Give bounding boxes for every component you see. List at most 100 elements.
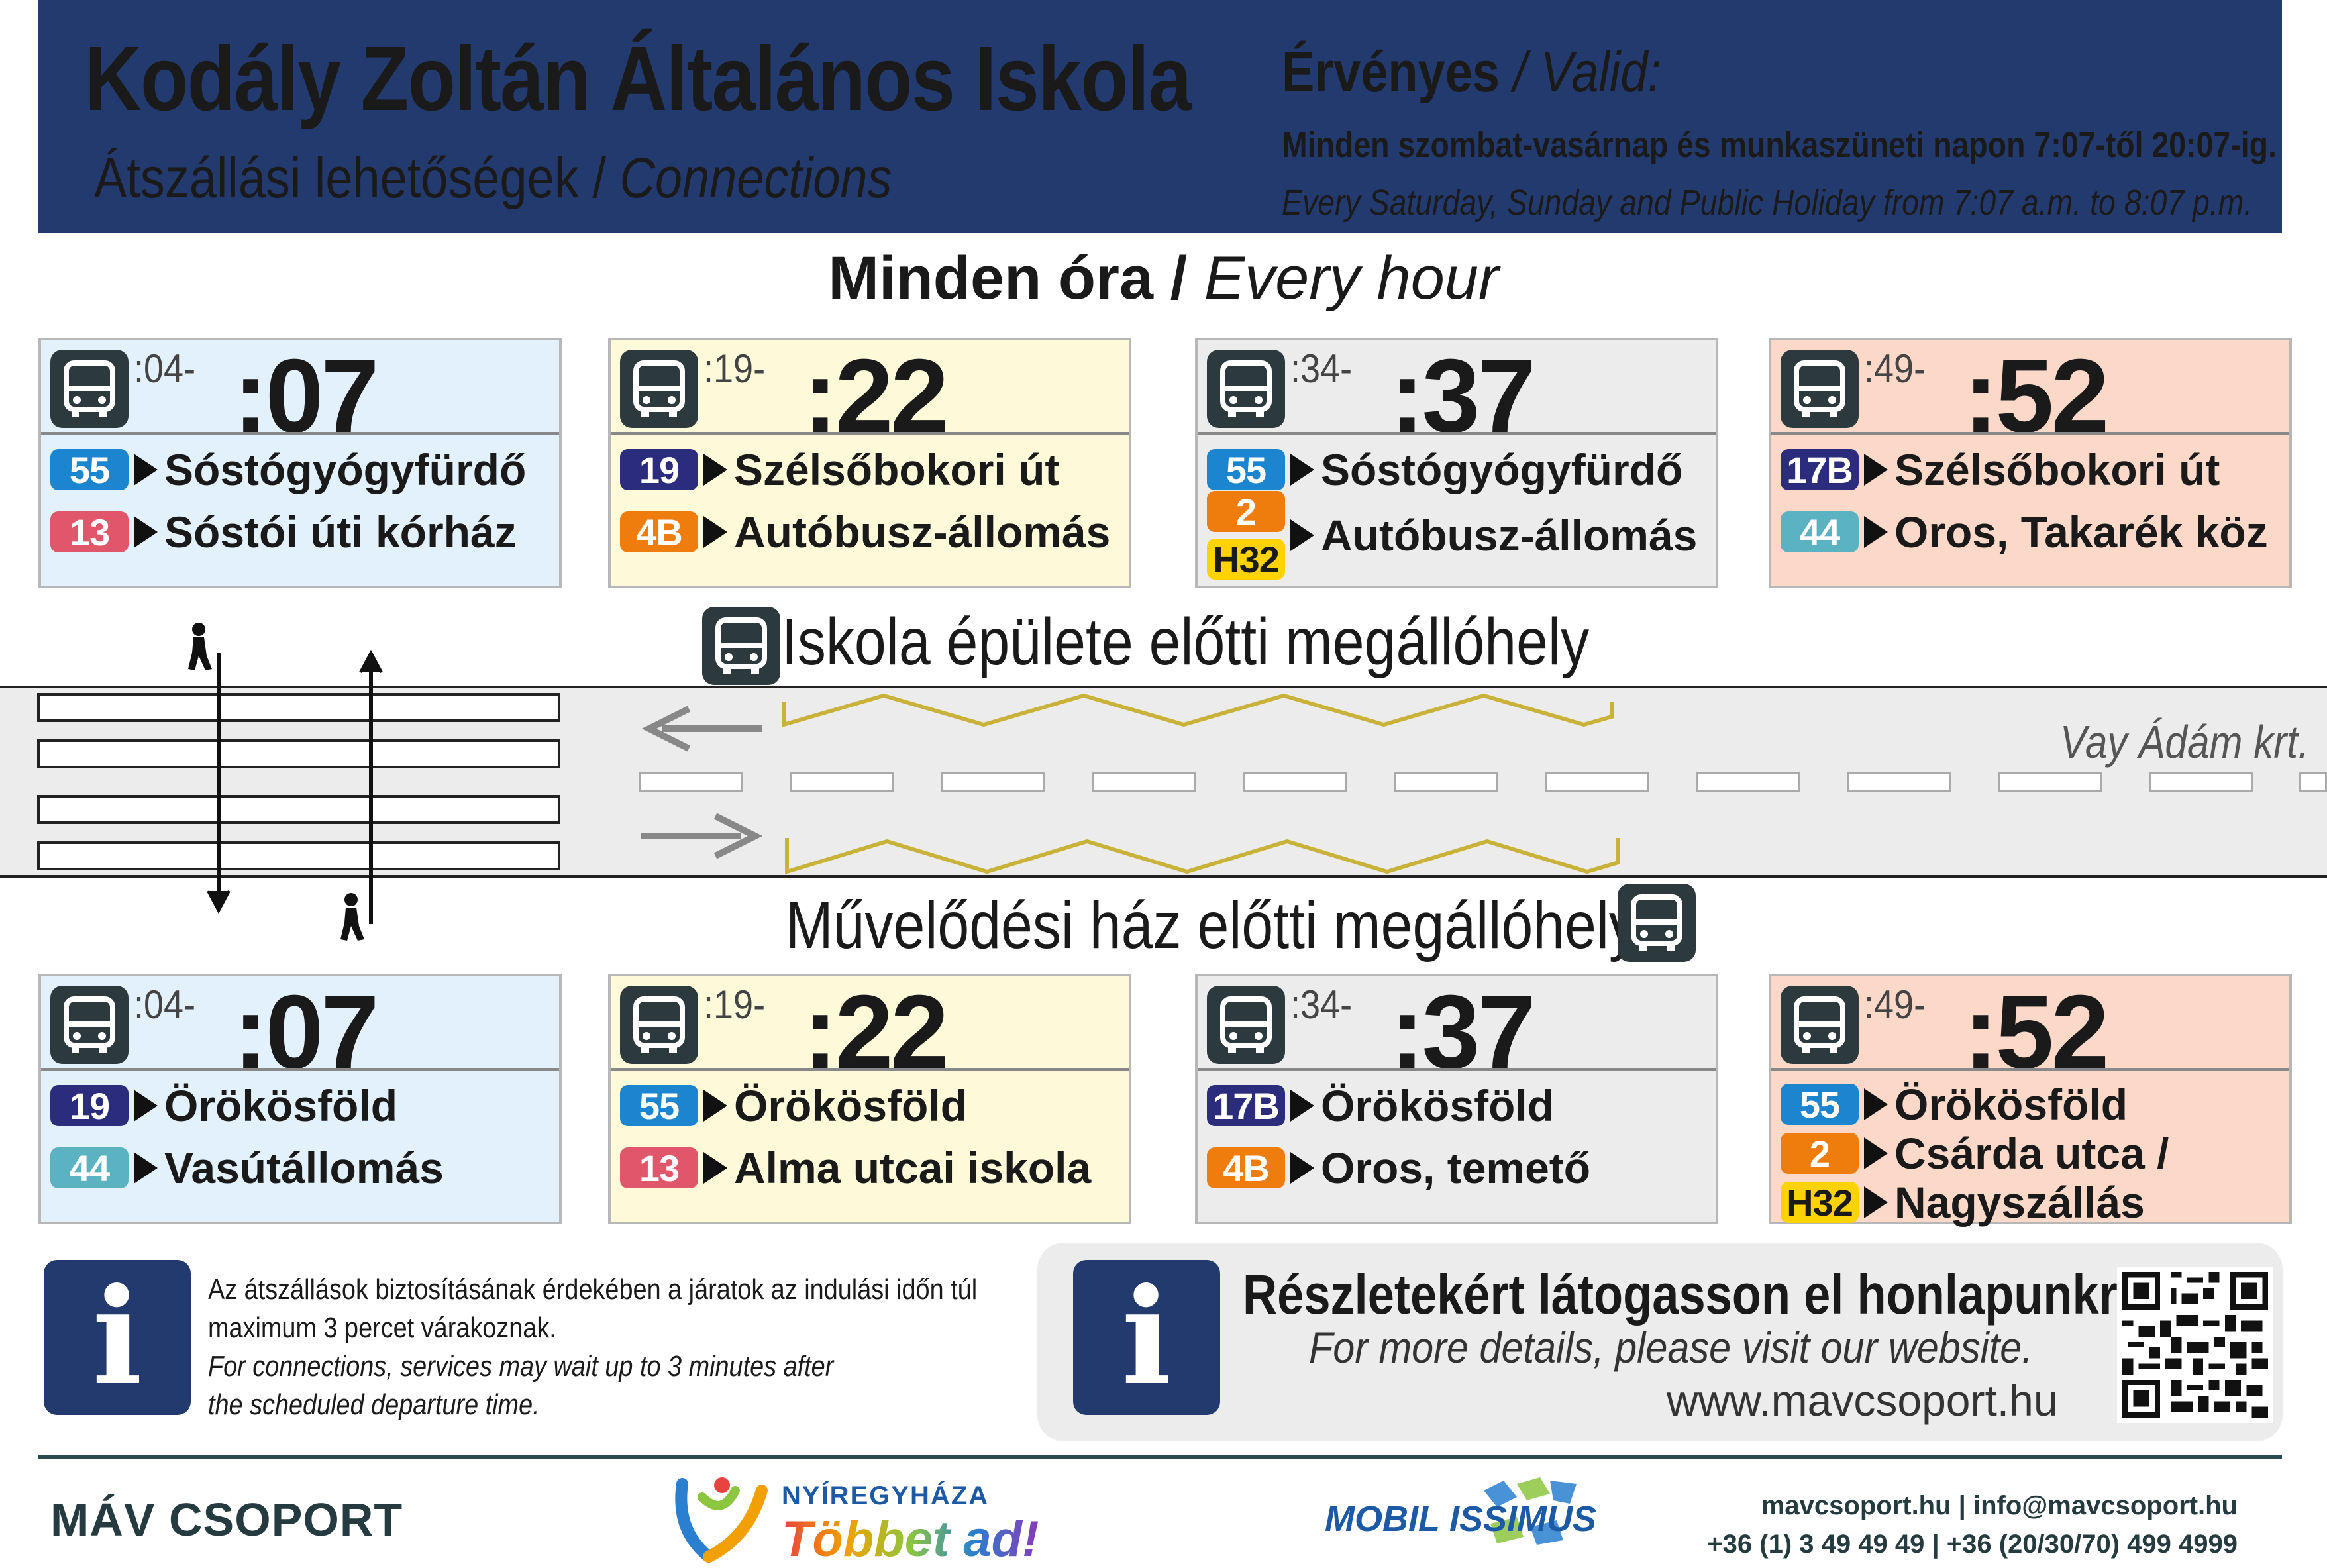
top-card-2: :19-:22 19 Szélsőbokori út 4B Autóbusz-állom… <box>608 338 1131 588</box>
arrival-time: :04- <box>134 982 196 1027</box>
page-subtitle: Átszállási lehetőségek / Connections <box>94 146 892 210</box>
destination-label: Örökösföld <box>1321 1081 1555 1130</box>
direction-arrow-icon <box>1864 516 1888 548</box>
crosswalk-stripe <box>37 739 560 768</box>
destination-label: Örökösföld <box>1894 1080 2128 1129</box>
validity-text-en: Every Saturday, Sunday and Public Holida… <box>1282 183 2253 223</box>
destination-label: Nagyszállás <box>1894 1178 2145 1227</box>
route-badge-19: 19 <box>620 449 698 491</box>
bottom-card-3: :34-:37 17B Örökösföld 4B Oros, temető <box>1195 974 1718 1224</box>
qr-code-icon[interactable] <box>2117 1267 2273 1423</box>
lane-dash <box>2299 772 2327 792</box>
route-badge-2: 2 <box>1781 1133 1859 1175</box>
info-icon: i <box>44 1260 191 1415</box>
arrival-time: :04- <box>134 346 196 391</box>
destination-label: Szélsőbokori út <box>1894 445 2220 494</box>
arrival-time: :34- <box>1290 346 1353 391</box>
direction-arrow-icon <box>1864 1088 1888 1120</box>
bus-icon <box>1207 350 1285 428</box>
website-panel <box>1037 1243 2283 1441</box>
nyiregyhaza-logo-small: NYÍREGYHÁZA <box>782 1481 990 1510</box>
route-badge-55: 55 <box>620 1085 698 1127</box>
route-badge-19: 19 <box>50 1085 129 1127</box>
departure-time: :22 <box>803 338 949 454</box>
crosswalk-stripe <box>37 693 560 722</box>
destination-label: Oros, temető <box>1321 1143 1591 1192</box>
website-link[interactable]: www.mavcsoport.hu <box>1667 1376 2058 1425</box>
lane-dash <box>639 772 743 792</box>
bottom-card-4: :49-:52 55 Örökösföld 2 Csárda utca / H32 Nagy… <box>1769 974 2292 1227</box>
destination-label: Vasútállomás <box>164 1143 444 1192</box>
lane-dash <box>790 772 894 792</box>
card-divider <box>611 432 1129 435</box>
connection-row: 19 Örökösföld <box>50 1081 397 1130</box>
info-note: Az átszállások biztosításának érdekében … <box>208 1273 978 1421</box>
direction-arrow-icon <box>703 1152 727 1184</box>
bus-icon <box>702 607 780 685</box>
departure-time: :52 <box>1963 974 2109 1090</box>
direction-arrow-icon <box>134 1152 158 1184</box>
direction-arrow-icon <box>1864 1186 1888 1218</box>
bottom-card-1: :04-:07 19 Örökösföld 44 Vasútállomás <box>38 974 562 1224</box>
route-badge-55: 55 <box>50 449 129 491</box>
contact-web-email[interactable]: mavcsoport.hu | info@mavcsoport.hu <box>1761 1491 2238 1520</box>
route-badge-55: 55 <box>1207 449 1285 491</box>
top-card-3: :34-:37 55 Sóstógyógyfürdő 2 H32 Autóbusz-áll… <box>1195 338 1718 588</box>
road-name: Vay Ádám krt. <box>2060 716 2309 768</box>
contact-phone[interactable]: +36 (1) 3 49 49 49 | +36 (20/30/70) 499 … <box>1707 1530 2238 1559</box>
direction-arrow-icon <box>134 516 158 548</box>
connection-row: 4B Oros, temető <box>1207 1143 1591 1192</box>
connection-row: 17B Örökösföld <box>1207 1081 1555 1130</box>
direction-arrow-icon <box>134 1090 158 1122</box>
connection-row: 2 H32 Autóbusz-állomás <box>1207 489 1697 582</box>
destination-label: Autóbusz-állomás <box>1321 511 1698 560</box>
route-badge-4b: 4B <box>1207 1147 1285 1189</box>
destination-label: Csárda utca / <box>1894 1129 2169 1178</box>
connection-row: 2 Csárda utca / <box>1781 1129 2169 1178</box>
destination-label: Szélsőbokori út <box>734 445 1060 494</box>
lane-dash <box>1545 772 1649 792</box>
connection-row: 55 Örökösföld <box>1781 1080 2128 1129</box>
route-badge-13: 13 <box>50 511 129 553</box>
connection-row: 44 Vasútállomás <box>50 1143 444 1192</box>
bus-icon <box>1781 350 1859 428</box>
website-subheading: For more details, please visit our websi… <box>1309 1323 2033 1372</box>
route-badge-h32: H32 <box>1207 539 1285 580</box>
direction-arrow-icon <box>1864 1137 1888 1169</box>
bus-icon <box>1207 986 1285 1064</box>
destination-label: Sóstógyógyfürdő <box>1321 445 1683 494</box>
connection-row: 19 Szélsőbokori út <box>620 445 1060 494</box>
departure-time: :37 <box>1390 974 1535 1090</box>
card-divider <box>1198 432 1716 435</box>
direction-arrow-icon <box>1864 454 1888 486</box>
route-badge-4b: 4B <box>620 511 698 553</box>
lane-dash <box>1696 772 1800 792</box>
departure-time: :22 <box>803 974 949 1090</box>
route-badge-17b: 17B <box>1207 1085 1285 1127</box>
nyiregyhaza-logo-icon <box>675 1477 768 1563</box>
connection-row: 4B Autóbusz-állomás <box>620 507 1111 556</box>
bottom-card-2: :19-:22 55 Örökösföld 13 Alma utcai iskola <box>608 974 1131 1224</box>
lane-dash <box>941 772 1045 792</box>
nyiregyhaza-logo-slogan: Többet ad! <box>782 1511 1039 1567</box>
bottom-stop-label: Művelődési ház előtti megállóhely <box>786 888 1637 963</box>
crosswalk-stripe <box>37 795 560 824</box>
bus-icon <box>1618 884 1696 962</box>
top-stop-label: Iskola épülete előtti megállóhely <box>782 605 1590 679</box>
mav-logo: MÁV CSOPORT <box>50 1494 403 1545</box>
bus-icon <box>1781 986 1859 1064</box>
contact-info: mavcsoport.hu | info@mavcsoport.hu +36 (… <box>1696 1487 2238 1563</box>
every-hour-heading: Minden óra / Every hour <box>828 244 1499 312</box>
connection-row: 44 Oros, Takarék köz <box>1781 507 2268 556</box>
destination-label: Sóstógyógyfürdő <box>164 445 527 494</box>
card-divider <box>1198 1068 1716 1071</box>
info-icon: i <box>1073 1260 1220 1415</box>
card-divider <box>41 1068 559 1071</box>
direction-arrow-icon <box>703 454 727 486</box>
validity-heading: Érvényes / Valid: <box>1282 40 1661 104</box>
lane-dash <box>1998 772 2102 792</box>
connection-row: 55 Örökösföld <box>620 1081 967 1130</box>
bus-icon <box>50 350 129 428</box>
destination-label: Autóbusz-állomás <box>734 507 1111 556</box>
crosswalk-stripe <box>37 841 560 870</box>
